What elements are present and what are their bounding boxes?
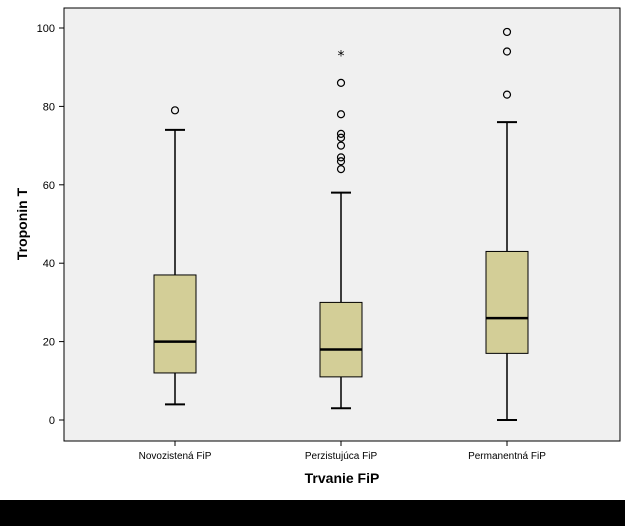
outlier-point — [336, 153, 346, 162]
y-axis: 0 20 40 60 80 100 — [37, 23, 64, 427]
box-group — [485, 27, 529, 421]
y-tick-label: 100 — [37, 23, 55, 35]
y-tick-label: 60 — [43, 180, 55, 192]
iqr-box — [485, 250, 529, 354]
bottom-band — [0, 500, 625, 526]
y-axis-title: Troponin T — [14, 187, 30, 260]
x-tick-label: Permanentná FiP — [468, 451, 546, 462]
box-series: * — [153, 27, 529, 421]
box-group: * — [319, 48, 363, 410]
outlier-point — [170, 106, 180, 115]
outlier-point — [502, 47, 512, 56]
outlier-point — [336, 129, 346, 138]
outlier-point — [502, 90, 512, 99]
y-tick-label: 40 — [43, 258, 55, 270]
outlier-point — [336, 110, 346, 119]
extreme-point: * — [338, 48, 345, 64]
iqr-box — [153, 274, 197, 374]
outlier-point — [336, 133, 346, 142]
x-axis-title: Trvanie FiP — [305, 470, 380, 486]
outlier-point — [336, 141, 346, 150]
y-tick-label: 80 — [43, 101, 55, 113]
outlier-point — [336, 165, 346, 174]
iqr-box — [319, 301, 363, 378]
x-tick-label: Perzistujúca FiP — [305, 451, 378, 462]
y-tick-label: 0 — [49, 415, 55, 427]
box-group — [153, 106, 197, 406]
x-tick-label: Novozistená FiP — [139, 451, 212, 462]
outlier-point — [502, 27, 512, 37]
y-tick-label: 20 — [43, 337, 55, 349]
outlier-point — [336, 157, 346, 166]
x-axis: Novozistená FiP Perzistujúca FiP Permanent… — [139, 441, 546, 462]
outlier-point — [336, 78, 346, 87]
